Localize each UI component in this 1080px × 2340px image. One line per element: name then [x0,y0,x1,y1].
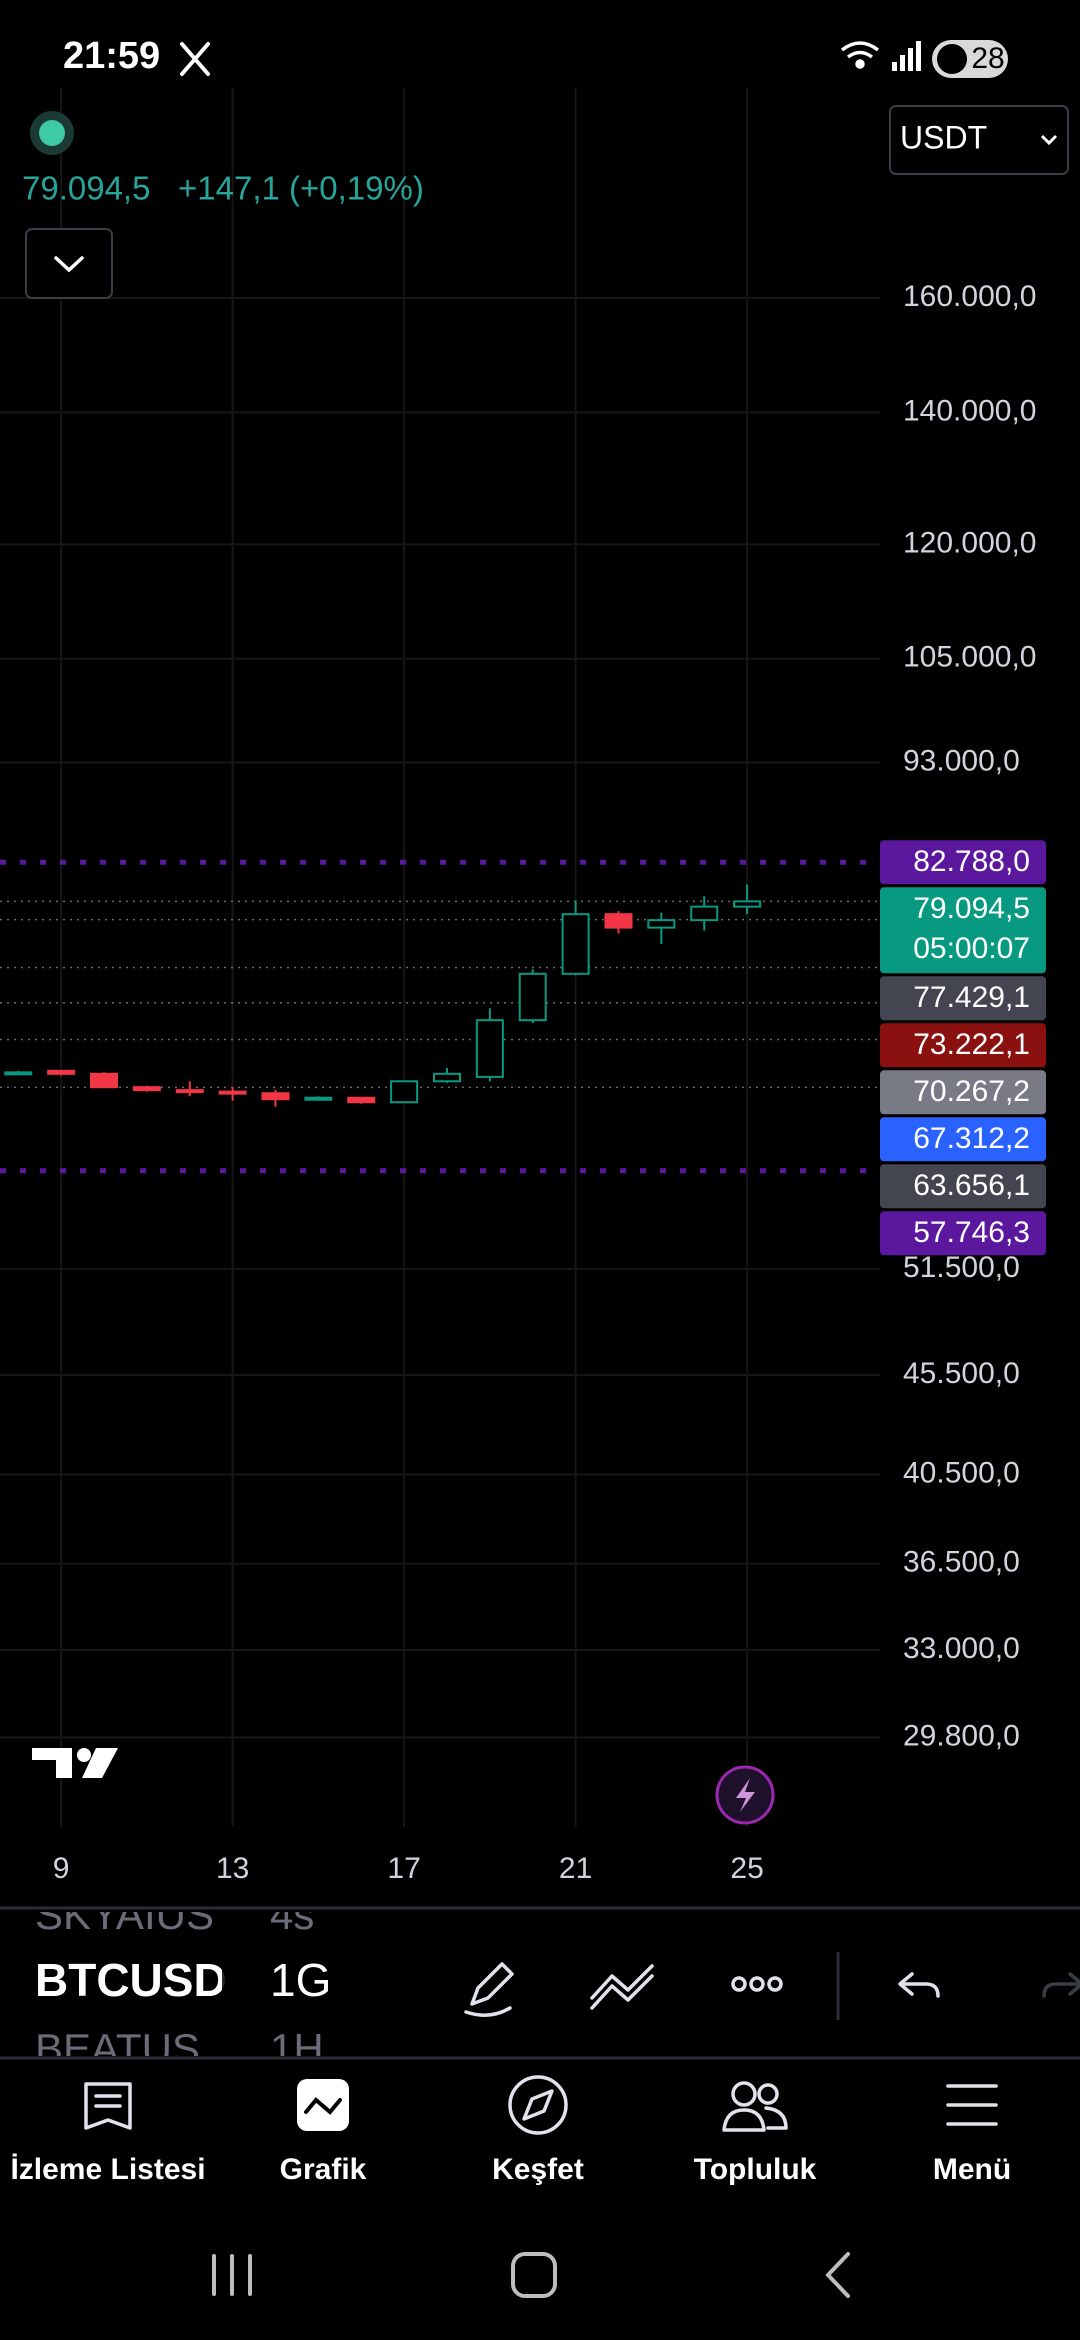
x-tick-label: 9 [53,1852,70,1885]
candle-body [4,1071,33,1076]
collapse-button[interactable] [25,228,113,299]
candle-body [390,1080,419,1104]
y-tick-label: 120.000,0 [903,526,1036,559]
status-dot [39,120,65,146]
battery-charge [937,44,967,74]
price-level-lines [0,859,880,1174]
price-level-badge [880,1070,1046,1115]
candle-body [647,919,676,929]
price-level-label: 70.267,2 [913,1075,1030,1108]
candle-body [690,905,719,922]
nav-watchlist[interactable]: İzleme Listesi [10,2082,206,2186]
lightning-icon [736,1778,755,1812]
y-tick-label: 93.000,0 [903,745,1020,778]
y-tick-label: 51.500,0 [903,1251,1020,1284]
draw-tool[interactable] [464,1962,514,2017]
candle-body [261,1092,290,1101]
price-level-badge [880,1117,1046,1162]
nav-label: İzleme Listesi [10,2153,205,2186]
candle-body [47,1069,76,1075]
currency-select[interactable] [889,105,1069,175]
grid [0,88,880,1827]
y-tick-label: 140.000,0 [903,394,1036,427]
candles [4,884,762,1107]
candle-body [304,1096,333,1101]
candle-body [733,900,762,908]
price-level-badge [880,1211,1046,1256]
interval-next: 1H [270,2025,324,2072]
signal-icon [892,41,921,71]
candle-body [518,972,547,1022]
price-level-badge [880,840,1046,885]
nav-community[interactable]: Topluluk [694,2081,817,2186]
interval-current: 1G [270,1954,331,2006]
price-level-badge [880,887,1046,974]
price-level-badge [880,1164,1046,1209]
x-tick-label: 17 [387,1852,420,1885]
candle-body [218,1090,247,1095]
nav-chart[interactable]: Grafik [280,2079,367,2186]
price-level-badge [880,976,1046,1021]
lines-tool[interactable] [590,1964,654,2010]
price-level-badge [880,1023,1046,1068]
nav-label: Topluluk [694,2153,817,2186]
currency-chevron [1040,134,1058,146]
candle-body [90,1072,119,1089]
status-time: 21:59 [63,35,160,77]
interval-prev: 4s [270,1891,314,1938]
price-level-label: 63.656,1 [913,1169,1030,1202]
redo[interactable] [1042,1972,1080,1998]
candle-body [175,1089,204,1094]
price-level-label: 57.746,3 [913,1216,1030,1249]
price-change: +147,1 (+0,19%) [178,170,424,207]
symbol-next: BEATUS [35,2025,200,2072]
candle-body [132,1086,161,1092]
price-level-label: 79.094,5 [913,892,1030,925]
collapse-chevron [54,256,84,273]
y-tick-label: 29.800,0 [903,1719,1020,1752]
last-price: 79.094,5 [22,170,150,207]
candle-body [604,913,633,929]
nav-explore[interactable]: Keşfet [492,2075,584,2186]
tv-logo [32,1748,118,1778]
x-tick-label: 25 [730,1852,763,1885]
y-tick-label: 40.500,0 [903,1457,1020,1490]
candle-body [561,913,590,975]
candle-body [475,1019,504,1078]
symbol-picker[interactable]: SKYAIUS BTCUSD BEATUS 4s 1G 1H [35,1891,331,2072]
nav-label: Keşfet [492,2153,584,2186]
y-tick-label: 33.000,0 [903,1632,1020,1665]
y-tick-label: 36.500,0 [903,1546,1020,1579]
countdown-label: 05:00:07 [913,932,1030,965]
currency-label: USDT [900,119,987,155]
system-nav [212,2252,850,2298]
symbol-current: BTCUSD [35,1954,227,2006]
wifi-icon [840,41,880,69]
nav-label: Menü [933,2153,1011,2186]
price-level-label: 77.429,1 [913,981,1030,1014]
price-level-label: 82.788,0 [913,845,1030,878]
more-tools[interactable] [731,1976,783,1992]
battery-level: 28 [971,42,1004,75]
undo[interactable] [898,1972,940,1998]
candle-body [432,1072,461,1083]
nav-menu[interactable]: Menü [933,2084,1011,2186]
price-axis: 160.000,0 140.000,0 120.000,0 105.000,0 93.0… [53,280,1046,1885]
candle-body [347,1096,376,1104]
x-tick-label: 21 [559,1852,592,1885]
y-tick-label: 105.000,0 [903,641,1036,674]
price-level-label: 73.222,1 [913,1028,1030,1061]
symbol-prev: SKYAIUS [35,1891,214,1938]
y-tick-label: 45.500,0 [903,1357,1020,1390]
x-app-icon [180,42,210,76]
x-tick-label: 13 [216,1852,249,1885]
nav-label: Grafik [280,2153,367,2186]
price-level-label: 67.312,2 [913,1122,1030,1155]
y-tick-label: 160.000,0 [903,280,1036,313]
